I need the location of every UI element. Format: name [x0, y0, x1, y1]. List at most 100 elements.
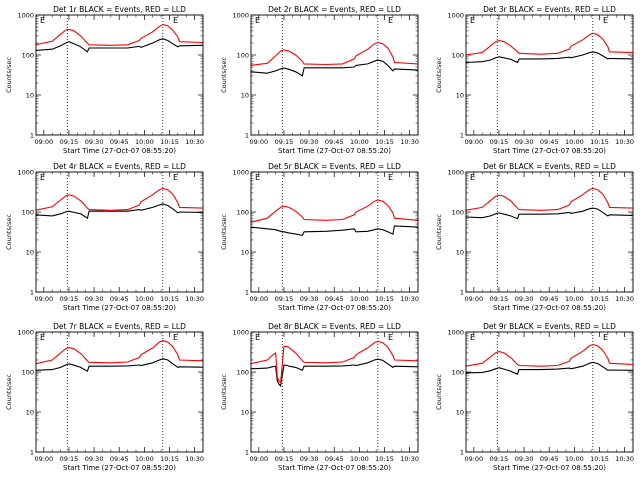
x-tick-label: 09:30 [515, 455, 534, 463]
x-tick-label: 10:30 [185, 455, 204, 463]
y-tick-label: 10 [456, 409, 464, 417]
x-axis-label: Start Time (27-Oct-07 08:55:20) [493, 304, 606, 312]
x-tick-label: 09:00 [464, 295, 483, 303]
x-tick-label: 10:00 [135, 138, 154, 146]
y-tick-label: 1000 [232, 169, 249, 177]
x-tick-label: 09:30 [300, 295, 319, 303]
event-flag-label: E [388, 16, 393, 25]
chart-title: Det 8r BLACK = Events, RED = LLD [268, 322, 401, 331]
y-tick-label: 10 [26, 409, 34, 417]
x-tick-label: 10:30 [400, 455, 419, 463]
x-tick-label: 10:30 [615, 455, 634, 463]
x-tick-label: 10:30 [400, 138, 419, 146]
x-tick-label: 09:45 [110, 295, 129, 303]
x-tick-label: 09:30 [515, 138, 534, 146]
y-tick-label: 100 [452, 369, 464, 377]
x-tick-label: 10:00 [135, 295, 154, 303]
x-tick-label: 10:15 [590, 455, 609, 463]
series-line-lld [250, 199, 419, 223]
x-tick-label: 10:15 [375, 455, 394, 463]
x-tick-label: 10:15 [590, 138, 609, 146]
series-line-lld [35, 340, 204, 365]
y-tick-label: 100 [22, 209, 34, 217]
series-line-lld [250, 41, 419, 66]
y-tick-label: 1 [460, 449, 464, 457]
y-tick-label: 1000 [447, 169, 464, 177]
y-axis-label: Counts/sec [435, 214, 443, 250]
plot-frame [465, 14, 634, 136]
chart-title: Det 6r BLACK = Events, RED = LLD [483, 162, 616, 171]
y-tick-label: 100 [237, 209, 249, 217]
x-axis-label: Start Time (27-Oct-07 08:55:20) [493, 464, 606, 472]
x-tick-label: 09:30 [300, 138, 319, 146]
event-flag-label: E [255, 16, 260, 25]
y-tick-label: 1 [245, 289, 249, 297]
y-tick-label: 100 [237, 52, 249, 60]
series-line-lld [35, 187, 204, 211]
chart-panel-3: Det 3r BLACK = Events, RED = LLD 1 10 100 10… [435, 5, 634, 155]
series-line-lld [465, 343, 634, 367]
x-tick-label: 09:00 [34, 455, 53, 463]
plot-frame [250, 331, 419, 453]
event-flag-label: E [40, 173, 45, 182]
y-tick-label: 1000 [447, 329, 464, 337]
event-flag-label: E [388, 173, 393, 182]
x-tick-label: 10:00 [350, 295, 369, 303]
x-tick-label: 09:00 [464, 455, 483, 463]
x-tick-label: 09:45 [325, 295, 344, 303]
y-tick-label: 1 [30, 449, 34, 457]
y-axis-label: Counts/sec [435, 374, 443, 410]
y-axis-label: Counts/sec [220, 374, 228, 410]
y-tick-label: 1 [30, 289, 34, 297]
chart-title: Det 9r BLACK = Events, RED = LLD [483, 322, 616, 331]
chart-title: Det 1r BLACK = Events, RED = LLD [53, 5, 186, 14]
x-axis-label: Start Time (27-Oct-07 08:55:20) [278, 147, 391, 155]
plot-frame [250, 14, 419, 136]
event-flag-label: E [40, 16, 45, 25]
y-tick-label: 1 [245, 449, 249, 457]
y-axis-label: Counts/sec [5, 374, 13, 410]
x-axis-label: Start Time (27-Oct-07 08:55:20) [63, 304, 176, 312]
event-flag-label: E [173, 16, 178, 25]
x-tick-label: 10:00 [565, 138, 584, 146]
x-tick-label: 09:45 [540, 295, 559, 303]
event-flag-label: E [40, 333, 45, 342]
y-tick-label: 10 [456, 249, 464, 257]
series-line-events [250, 358, 419, 388]
x-tick-label: 09:15 [275, 295, 294, 303]
event-flag-label: E [470, 173, 475, 182]
y-tick-label: 1000 [17, 12, 34, 20]
plot-frame [465, 171, 634, 293]
series-line-events [250, 59, 419, 77]
x-tick-label: 09:15 [490, 295, 509, 303]
chart-panel-4: Det 4r BLACK = Events, RED = LLD 1 10 100 10… [5, 162, 204, 312]
y-tick-label: 1 [245, 132, 249, 140]
y-tick-label: 1000 [447, 12, 464, 20]
chart-title: Det 2r BLACK = Events, RED = LLD [268, 5, 401, 14]
x-tick-label: 09:00 [249, 295, 268, 303]
x-tick-label: 10:00 [565, 455, 584, 463]
x-tick-label: 09:45 [325, 455, 344, 463]
y-axis-label: Counts/sec [5, 214, 13, 250]
series-line-lld [465, 187, 634, 211]
y-axis-label: Counts/sec [220, 214, 228, 250]
y-tick-label: 10 [241, 92, 249, 100]
chart-title: Det 5r BLACK = Events, RED = LLD [268, 162, 401, 171]
x-axis-label: Start Time (27-Oct-07 08:55:20) [278, 464, 391, 472]
y-axis-label: Counts/sec [5, 57, 13, 93]
chart-panel-9: Det 9r BLACK = Events, RED = LLD 1 10 100 10… [435, 322, 634, 472]
chart-panel-5: Det 5r BLACK = Events, RED = LLD 1 10 100 10… [220, 162, 419, 312]
x-tick-label: 10:00 [135, 455, 154, 463]
x-tick-label: 10:30 [185, 295, 204, 303]
x-tick-label: 10:15 [160, 138, 179, 146]
x-tick-label: 09:15 [60, 455, 79, 463]
plot-frame [35, 171, 204, 293]
x-tick-label: 10:00 [565, 295, 584, 303]
event-flag-label: E [255, 173, 260, 182]
x-tick-label: 10:30 [615, 138, 634, 146]
x-tick-label: 09:00 [34, 295, 53, 303]
y-tick-label: 100 [22, 369, 34, 377]
chart-title: Det 3r BLACK = Events, RED = LLD [483, 5, 616, 14]
x-tick-label: 10:15 [160, 455, 179, 463]
